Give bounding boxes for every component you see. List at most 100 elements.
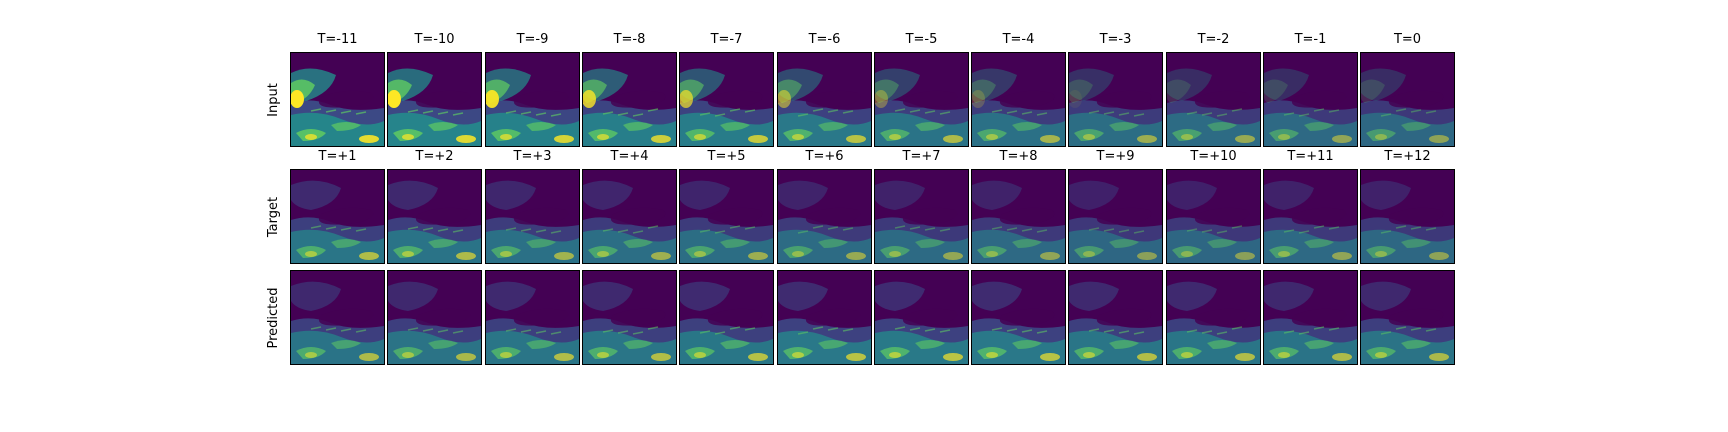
field-panel (1360, 169, 1455, 264)
field-heatmap (291, 53, 384, 146)
panel-title: T=-11 (317, 32, 358, 47)
panel-title: T=+1 (318, 149, 357, 164)
field-heatmap (972, 170, 1065, 263)
field-heatmap (486, 271, 579, 364)
panel-title: T=0 (1393, 32, 1422, 47)
field-panel (874, 270, 969, 365)
field-panel (387, 270, 482, 365)
panel-title: T=+3 (513, 149, 552, 164)
panel-title: T=-5 (905, 32, 938, 47)
field-heatmap (1069, 271, 1162, 364)
panel-title: T=+4 (610, 149, 649, 164)
field-panel (1360, 270, 1455, 365)
field-heatmap (388, 170, 481, 263)
panel-title: T=+7 (902, 149, 941, 164)
field-heatmap (583, 170, 676, 263)
field-panel (1166, 52, 1261, 147)
field-heatmap (1167, 271, 1260, 364)
field-panel (1166, 169, 1261, 264)
panel-title: T=+12 (1384, 149, 1431, 164)
field-heatmap (972, 53, 1065, 146)
field-panel (971, 169, 1066, 264)
field-heatmap (388, 271, 481, 364)
field-panel (485, 169, 580, 264)
panel-title: T=+6 (805, 149, 844, 164)
field-heatmap (972, 271, 1065, 364)
field-panel (290, 169, 385, 264)
field-panel (971, 270, 1066, 365)
field-panel (679, 169, 774, 264)
row-label: Predicted (266, 286, 281, 349)
field-heatmap (1167, 170, 1260, 263)
panel-title: T=-7 (710, 32, 743, 47)
field-heatmap (388, 53, 481, 146)
panel-title: T=+5 (707, 149, 746, 164)
field-panel (874, 52, 969, 147)
field-panel (679, 270, 774, 365)
field-heatmap (291, 271, 384, 364)
field-heatmap (1264, 271, 1357, 364)
panel-title: T=-9 (516, 32, 549, 47)
field-panel (777, 270, 872, 365)
panel-title: T=-8 (613, 32, 646, 47)
panel-title: T=-2 (1197, 32, 1230, 47)
field-heatmap (1069, 53, 1162, 146)
field-heatmap (875, 53, 968, 146)
field-panel (582, 169, 677, 264)
field-panel (290, 52, 385, 147)
field-panel (971, 52, 1066, 147)
field-panel (1068, 169, 1163, 264)
field-heatmap (1361, 271, 1454, 364)
field-panel (679, 52, 774, 147)
field-panel (1068, 270, 1163, 365)
panel-title: T=+2 (415, 149, 454, 164)
field-panel (874, 169, 969, 264)
field-heatmap (875, 170, 968, 263)
field-panel (582, 270, 677, 365)
field-heatmap (778, 271, 871, 364)
field-heatmap (1264, 53, 1357, 146)
panel-title: T=-6 (808, 32, 841, 47)
field-heatmap (583, 53, 676, 146)
field-panel (777, 169, 872, 264)
field-heatmap (1069, 170, 1162, 263)
field-heatmap (1361, 170, 1454, 263)
field-panel (387, 52, 482, 147)
panel-title: T=+9 (1096, 149, 1135, 164)
field-heatmap (875, 271, 968, 364)
panel-title: T=-10 (414, 32, 455, 47)
field-panel (777, 52, 872, 147)
field-panel (1263, 270, 1358, 365)
field-panel (1166, 270, 1261, 365)
field-panel (485, 270, 580, 365)
field-heatmap (680, 271, 773, 364)
field-panel (582, 52, 677, 147)
panel-title: T=+8 (999, 149, 1038, 164)
row-label: Target (266, 196, 281, 237)
field-heatmap (1361, 53, 1454, 146)
panel-title: T=-4 (1002, 32, 1035, 47)
field-panel (387, 169, 482, 264)
field-heatmap (1167, 53, 1260, 146)
field-heatmap (486, 53, 579, 146)
field-panel (485, 52, 580, 147)
field-heatmap (1264, 170, 1357, 263)
field-heatmap (486, 170, 579, 263)
field-heatmap (778, 53, 871, 146)
field-panel (1068, 52, 1163, 147)
panel-title: T=-1 (1294, 32, 1327, 47)
field-heatmap (778, 170, 871, 263)
field-heatmap (583, 271, 676, 364)
field-panel (1263, 169, 1358, 264)
panel-title: T=+10 (1190, 149, 1237, 164)
field-panel (1263, 52, 1358, 147)
panel-title: T=+11 (1287, 149, 1334, 164)
row-label: Input (266, 82, 281, 117)
field-panel (290, 270, 385, 365)
field-panel (1360, 52, 1455, 147)
field-heatmap (680, 53, 773, 146)
field-heatmap (291, 170, 384, 263)
panel-title: T=-3 (1099, 32, 1132, 47)
field-heatmap (680, 170, 773, 263)
